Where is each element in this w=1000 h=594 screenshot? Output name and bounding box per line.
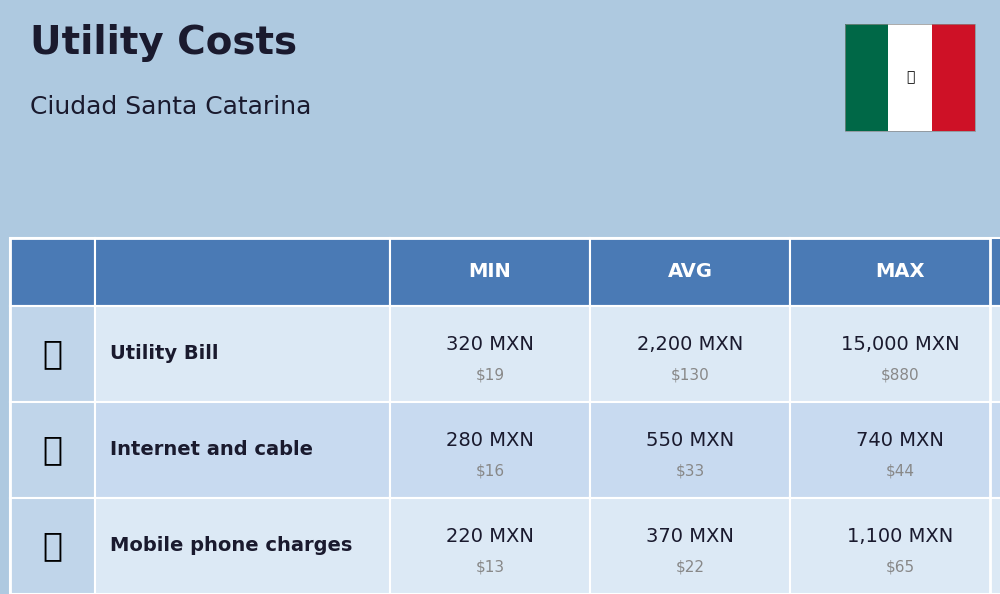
FancyBboxPatch shape	[10, 238, 95, 306]
FancyBboxPatch shape	[390, 238, 590, 306]
Text: AVG: AVG	[668, 263, 713, 281]
FancyBboxPatch shape	[95, 238, 390, 306]
FancyBboxPatch shape	[790, 306, 1000, 402]
Text: 1,100 MXN: 1,100 MXN	[847, 527, 953, 546]
FancyBboxPatch shape	[888, 24, 932, 131]
FancyBboxPatch shape	[95, 306, 390, 402]
Text: Internet and cable: Internet and cable	[110, 441, 313, 459]
Text: $880: $880	[881, 368, 919, 383]
FancyBboxPatch shape	[790, 238, 1000, 306]
Text: 320 MXN: 320 MXN	[446, 335, 534, 354]
FancyBboxPatch shape	[390, 498, 590, 594]
Text: 📡: 📡	[43, 434, 63, 466]
Text: $13: $13	[475, 560, 505, 574]
Text: $16: $16	[475, 463, 505, 479]
Text: 740 MXN: 740 MXN	[856, 431, 944, 450]
Text: $44: $44	[886, 463, 914, 479]
FancyBboxPatch shape	[10, 402, 95, 498]
Text: $33: $33	[675, 463, 705, 479]
FancyBboxPatch shape	[590, 238, 790, 306]
Text: 🔌: 🔌	[43, 337, 63, 371]
FancyBboxPatch shape	[590, 306, 790, 402]
FancyBboxPatch shape	[390, 402, 590, 498]
FancyBboxPatch shape	[845, 24, 888, 131]
FancyBboxPatch shape	[10, 306, 95, 402]
Text: 280 MXN: 280 MXN	[446, 431, 534, 450]
Text: $22: $22	[676, 560, 705, 574]
FancyBboxPatch shape	[790, 498, 1000, 594]
Text: MIN: MIN	[469, 263, 511, 281]
Text: $130: $130	[671, 368, 709, 383]
FancyBboxPatch shape	[390, 306, 590, 402]
Text: 220 MXN: 220 MXN	[446, 527, 534, 546]
Text: 2,200 MXN: 2,200 MXN	[637, 335, 743, 354]
FancyBboxPatch shape	[590, 498, 790, 594]
Text: MAX: MAX	[875, 263, 925, 281]
FancyBboxPatch shape	[95, 402, 390, 498]
FancyBboxPatch shape	[95, 498, 390, 594]
FancyBboxPatch shape	[932, 24, 975, 131]
Text: Utility Costs: Utility Costs	[30, 24, 297, 62]
Text: 📱: 📱	[43, 529, 63, 563]
Text: Utility Bill: Utility Bill	[110, 345, 218, 364]
Text: 370 MXN: 370 MXN	[646, 527, 734, 546]
FancyBboxPatch shape	[790, 402, 1000, 498]
FancyBboxPatch shape	[590, 402, 790, 498]
Text: 15,000 MXN: 15,000 MXN	[841, 335, 959, 354]
Text: Mobile phone charges: Mobile phone charges	[110, 536, 352, 555]
Text: $19: $19	[475, 368, 505, 383]
Text: Ciudad Santa Catarina: Ciudad Santa Catarina	[30, 95, 311, 119]
Text: 🦅: 🦅	[906, 70, 914, 84]
Text: 550 MXN: 550 MXN	[646, 431, 734, 450]
FancyBboxPatch shape	[10, 498, 95, 594]
Text: $65: $65	[885, 560, 915, 574]
